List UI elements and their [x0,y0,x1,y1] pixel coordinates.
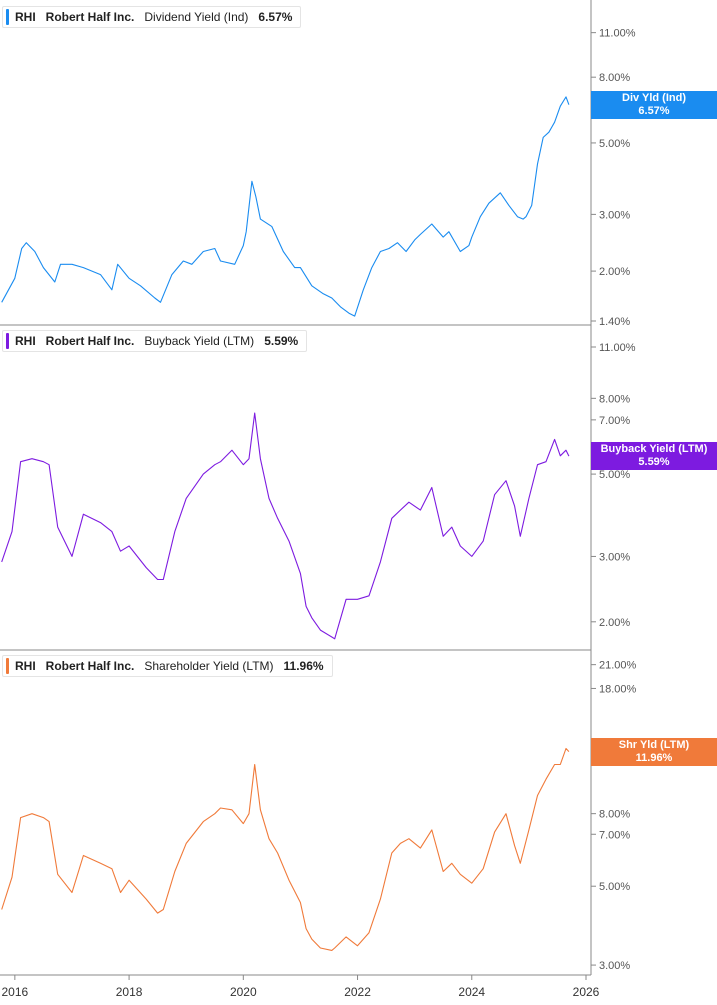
y-tick-label: 5.00% [599,881,630,893]
last-value-tag-shareholder: Shr Yld (LTM) 11.96% [591,738,717,766]
legend-buyback-yield: RHI Robert Half Inc. Buyback Yield (LTM)… [2,330,308,352]
legend-dividend-yield: RHI Robert Half Inc. Dividend Yield (Ind… [2,6,302,28]
tag-label: Div Yld (Ind) [622,92,686,104]
last-value-tag-dividend: Div Yld (Ind) 6.57% [591,91,717,119]
legend-company: Robert Half Inc. [45,334,135,348]
legend-metric: Shareholder Yield (LTM) [144,659,274,673]
y-tick-label: 5.00% [599,138,630,150]
x-tick-label: 2020 [230,985,257,999]
y-tick-label: 8.00% [599,809,630,821]
y-tick-label: 8.00% [599,72,630,84]
x-tick-label: 2024 [458,985,485,999]
y-tick-label: 2.00% [599,617,630,629]
legend-color-swatch [6,333,9,349]
tag-value: 6.57% [638,105,670,117]
legend-metric: Dividend Yield (Ind) [144,10,249,24]
y-tick-label: 21.00% [599,660,637,672]
tag-label: Shr Yld (LTM) [618,739,690,751]
legend-shareholder-yield: RHI Robert Half Inc. Shareholder Yield (… [2,655,333,677]
series-line [1,747,570,951]
y-tick-label: 18.00% [599,683,637,695]
y-tick-label: 8.00% [599,393,630,405]
legend-value: 6.57% [258,10,293,24]
y-tick-label: 2.00% [599,266,630,278]
legend-color-swatch [6,9,9,25]
y-tick-label: 3.00% [599,960,630,972]
last-value-tag-buyback: Buyback Yield (LTM) 5.59% [591,442,717,470]
y-tick-label: 3.00% [599,551,630,563]
legend-metric: Buyback Yield (LTM) [144,334,255,348]
x-tick-label: 2018 [116,985,143,999]
y-tick-label: 3.00% [599,209,630,221]
y-tick-label: 7.00% [599,829,630,841]
tag-label: Buyback Yield (LTM) [600,443,708,455]
legend-value: 5.59% [264,334,299,348]
series-line [1,96,570,317]
x-tick-label: 2026 [573,985,600,999]
y-tick-label: 11.00% [599,28,636,40]
y-tick-label: 1.40% [599,316,630,328]
legend-ticker: RHI [15,659,36,673]
y-tick-label: 7.00% [599,415,630,427]
y-tick-label: 5.00% [599,469,630,481]
x-tick-label: 2016 [1,985,28,999]
legend-color-swatch [6,658,9,674]
tag-value: 5.59% [638,456,670,468]
legend-value: 11.96% [283,659,324,673]
x-tick-label: 2022 [344,985,371,999]
legend-company: Robert Half Inc. [45,10,135,24]
y-tick-label: 11.00% [599,342,636,354]
tag-value: 11.96% [635,752,673,764]
legend-ticker: RHI [15,10,36,24]
legend-ticker: RHI [15,334,36,348]
legend-company: Robert Half Inc. [45,659,135,673]
series-line [1,412,570,640]
